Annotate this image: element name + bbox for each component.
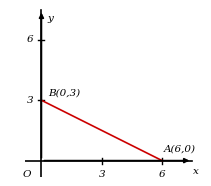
Text: x: x (193, 167, 199, 176)
Text: B(0,3): B(0,3) (49, 88, 81, 97)
Text: 3: 3 (27, 96, 33, 105)
Text: A(6,0): A(6,0) (164, 145, 196, 154)
Text: O: O (23, 170, 31, 179)
Text: 6: 6 (27, 35, 33, 44)
Text: y: y (47, 14, 53, 23)
Text: 6: 6 (159, 170, 165, 179)
Text: 3: 3 (99, 170, 105, 179)
